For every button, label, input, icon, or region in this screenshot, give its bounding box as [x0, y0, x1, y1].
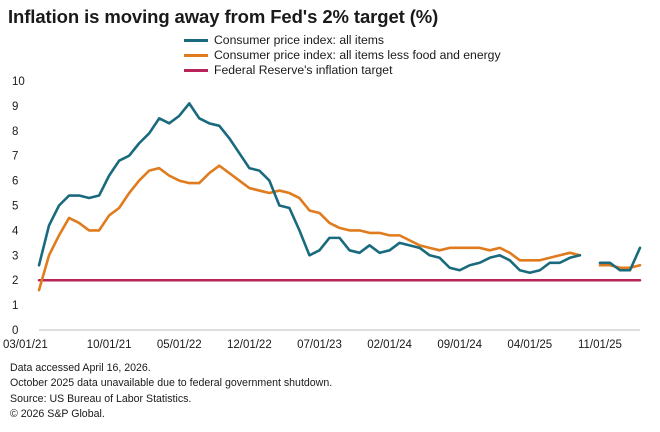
y-axis: 0 1 2 3 4 5 6 7 8 9 10 [12, 76, 25, 337]
y-tick-label: 4 [12, 225, 19, 237]
chart-legend: Consumer price index: all items Consumer… [184, 33, 501, 78]
x-tick-label: 02/01/24 [367, 339, 412, 351]
note-shutdown: October 2025 data unavailable due to fed… [10, 377, 333, 390]
x-tick-label: 12/01/22 [227, 339, 272, 351]
series-line-cpi-core [37, 164, 642, 292]
x-tick-label: 10/01/21 [87, 339, 132, 351]
chart-title: Inflation is moving away from Fed's 2% t… [8, 6, 439, 27]
legend-item-cpi-all: Consumer price index: all items [184, 33, 501, 48]
note-copyright: © 2026 S&P Global. [10, 407, 105, 420]
x-axis: 03/01/21 10/01/21 05/01/22 12/01/22 07/01/23… [3, 329, 640, 351]
y-tick-label: 6 [12, 176, 18, 188]
x-tick-label: 03/01/21 [3, 339, 48, 351]
x-tick-label: 09/01/24 [437, 339, 482, 351]
series-layer [37, 102, 642, 292]
legend-item-fed-target: Federal Reserve's inflation target [184, 63, 501, 78]
note-accessed: Data accessed April 16, 2026. [10, 362, 151, 374]
x-tick-label: 04/01/25 [507, 339, 552, 351]
legend-label-cpi-core: Consumer price index: all items less foo… [214, 48, 501, 62]
y-tick-label: 0 [12, 325, 18, 337]
chart-notes: Data accessed April 16, 2026. October 20… [10, 361, 332, 422]
x-tick-label: 05/01/22 [157, 339, 202, 351]
legend-swatch-cpi-core [184, 54, 208, 57]
legend-swatch-cpi-all [184, 39, 208, 42]
y-tick-label: 1 [12, 300, 18, 312]
y-tick-label: 3 [12, 250, 18, 262]
y-tick-label: 7 [12, 151, 18, 163]
x-tick-label: 07/01/23 [297, 339, 342, 351]
note-source: Source: US Bureau of Labor Statistics. [10, 392, 192, 405]
x-tick-label: 11/01/25 [578, 339, 622, 351]
legend-label-cpi-all: Consumer price index: all items [214, 33, 385, 47]
series-line-cpi-all [37, 102, 642, 275]
y-tick-label: 5 [12, 201, 18, 213]
y-tick-label: 9 [12, 101, 18, 113]
legend-label-fed-target: Federal Reserve's inflation target [214, 63, 393, 77]
legend-swatch-fed-target [184, 69, 208, 72]
y-tick-label: 8 [12, 126, 18, 138]
legend-item-cpi-core: Consumer price index: all items less foo… [184, 48, 501, 63]
y-tick-label: 2 [12, 275, 18, 287]
y-tick-label: 10 [12, 76, 25, 88]
